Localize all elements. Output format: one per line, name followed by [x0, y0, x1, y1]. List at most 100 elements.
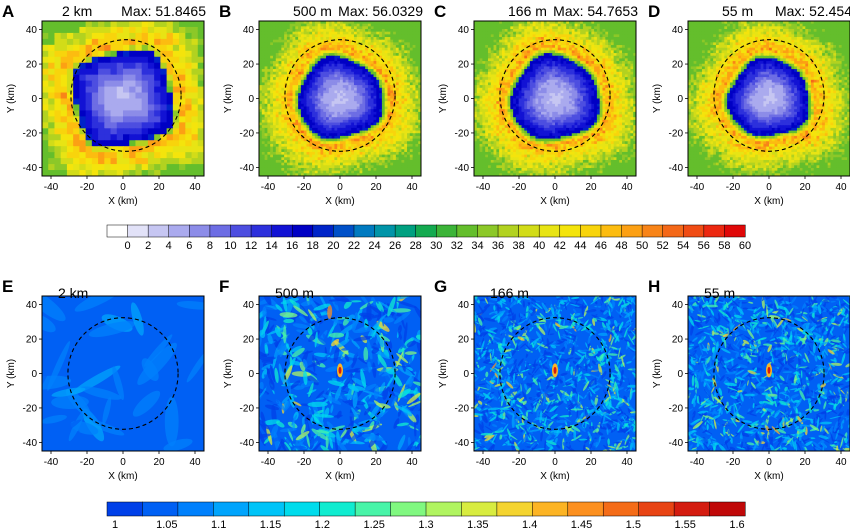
x-tick-label: 0: [120, 182, 126, 193]
panel-max-label: Max: 52.454: [775, 3, 850, 19]
y-tick-label: 0: [248, 369, 254, 380]
y-axis-label: Y (km): [652, 359, 663, 388]
colorbar-label: 1.3: [418, 519, 433, 531]
y-axis-label: Y (km): [223, 84, 234, 113]
colorbar-swatch: [497, 224, 520, 238]
panel-b: -40 -40 -20 -20 0 0 20 20 40 40 X (km) Y (km) B 500 m…: [219, 2, 423, 207]
heatmap-field: [474, 296, 636, 451]
x-tick-label: 20: [799, 457, 811, 468]
colorbar-label: 60: [739, 240, 751, 252]
x-tick-label: -20: [297, 182, 312, 193]
colorbar-swatch: [638, 501, 675, 517]
y-tick-label: -40: [240, 163, 255, 174]
panel-f: -40 -40 -20 -20 0 0 20 20 40 40 X (km) Y (km) F 500 m: [219, 277, 422, 482]
x-tick-label: 0: [337, 182, 343, 193]
x-tick-label: 20: [153, 457, 165, 468]
y-tick-label: 40: [26, 25, 38, 36]
panel-letter: H: [648, 277, 660, 296]
x-tick-label: 0: [120, 457, 126, 468]
x-tick-label: -40: [476, 182, 491, 193]
panel-letter: B: [219, 2, 231, 21]
colorbar-label: 6: [186, 240, 192, 252]
colorbar-swatch: [518, 224, 540, 238]
x-tick-label: -20: [297, 457, 312, 468]
panel-title: 2 km: [62, 3, 92, 19]
x-tick-label: 0: [766, 457, 772, 468]
colorbar-label: 1.5: [626, 519, 641, 531]
colorbar-swatch: [600, 224, 623, 238]
x-axis-label: X (km): [325, 196, 354, 207]
colorbar-swatch: [621, 224, 643, 238]
y-tick-label: 40: [26, 300, 38, 311]
colorbar-swatch: [461, 501, 498, 517]
y-tick-label: -20: [240, 128, 255, 139]
colorbar-swatch: [189, 224, 211, 238]
colorbar-label: 36: [492, 240, 504, 252]
x-axis-label: X (km): [108, 196, 137, 207]
colorbar-swatch: [390, 501, 427, 517]
colorbar-1: 0 2 4 6 8 10 12 14 16 18 20 22 24 26 28 30 32 34 36 38 40 42 4…: [106, 224, 751, 252]
x-tick-label: -20: [726, 457, 741, 468]
colorbar-label: 8: [207, 240, 213, 252]
colorbar-label: 40: [533, 240, 545, 252]
panel-max-label: Max: 56.0329: [338, 3, 423, 19]
colorbar-swatch: [425, 501, 462, 517]
panel-letter: A: [2, 2, 14, 21]
colorbar-label: 2: [145, 240, 151, 252]
rmw-circle: [713, 317, 825, 430]
y-tick-label: 40: [458, 300, 470, 311]
colorbar-label: 1.55: [674, 519, 695, 531]
y-tick-label: -40: [669, 163, 684, 174]
colorbar-swatch: [283, 501, 321, 517]
y-tick-label: 40: [243, 300, 255, 311]
colorbar-label: 26: [389, 240, 401, 252]
colorbar-swatch: [271, 224, 293, 238]
panel-title: 166 m: [508, 3, 547, 19]
heatmap-field: [688, 296, 850, 451]
panel-title: 2 km: [58, 285, 88, 301]
x-tick-label: -20: [80, 457, 95, 468]
x-tick-label: 0: [552, 182, 558, 193]
colorbar-swatch: [177, 501, 214, 517]
rmw-circle: [499, 317, 611, 430]
x-tick-label: 0: [337, 457, 343, 468]
y-tick-label: 20: [672, 60, 684, 71]
x-tick-label: -40: [261, 457, 276, 468]
panel-max-label: Max: 54.7653: [553, 3, 638, 19]
x-tick-label: 40: [189, 457, 201, 468]
panel-max-label: Max: 51.8465: [121, 3, 206, 19]
x-tick-label: 40: [621, 457, 633, 468]
colorbar-label: 16: [286, 240, 298, 252]
y-tick-label: 20: [26, 335, 38, 346]
y-tick-label: 40: [458, 25, 470, 36]
y-tick-label: 0: [31, 369, 37, 380]
x-tick-label: 20: [799, 182, 811, 193]
colorbar-swatch: [602, 501, 640, 517]
colorbar-swatch: [354, 501, 392, 517]
x-tick-label: -20: [512, 457, 527, 468]
x-tick-label: 40: [189, 182, 201, 193]
colorbar-swatch: [496, 501, 533, 517]
panel-letter: G: [434, 277, 447, 296]
panel-g: -40 -40 -20 -20 0 0 20 20 40 40 X (km) Y (km) G 166 m: [434, 277, 637, 482]
y-tick-label: 0: [248, 94, 254, 105]
colorbar-2: 1 1.05 1.1 1.15 1.2 1.25 1.3 1.35 1.4 1.45 1.5 1.55…: [106, 501, 746, 531]
colorbar-swatch: [673, 501, 711, 517]
y-tick-label: 40: [672, 25, 684, 36]
y-tick-label: 0: [677, 94, 683, 105]
panel-a: -40 -40 -20 -20 0 0 20 20 40 40 X (km) Y (km) A 2 km M…: [2, 2, 206, 207]
y-tick-label: 0: [463, 369, 469, 380]
x-tick-label: 40: [406, 457, 418, 468]
x-tick-label: -40: [690, 457, 705, 468]
x-axis-label: X (km): [754, 471, 783, 482]
colorbar-swatch: [477, 224, 499, 238]
colorbar-swatch: [353, 224, 376, 238]
x-tick-label: -20: [726, 182, 741, 193]
x-axis-label: X (km): [108, 471, 137, 482]
panel-h: -40 -40 -20 -20 0 0 20 20 40 40 X (km) Y (km) H 55 m: [648, 277, 850, 482]
colorbar-label: 46: [595, 240, 607, 252]
y-tick-label: -40: [23, 163, 38, 174]
colorbar-label: 52: [657, 240, 669, 252]
colorbar-label: 1.35: [467, 519, 488, 531]
